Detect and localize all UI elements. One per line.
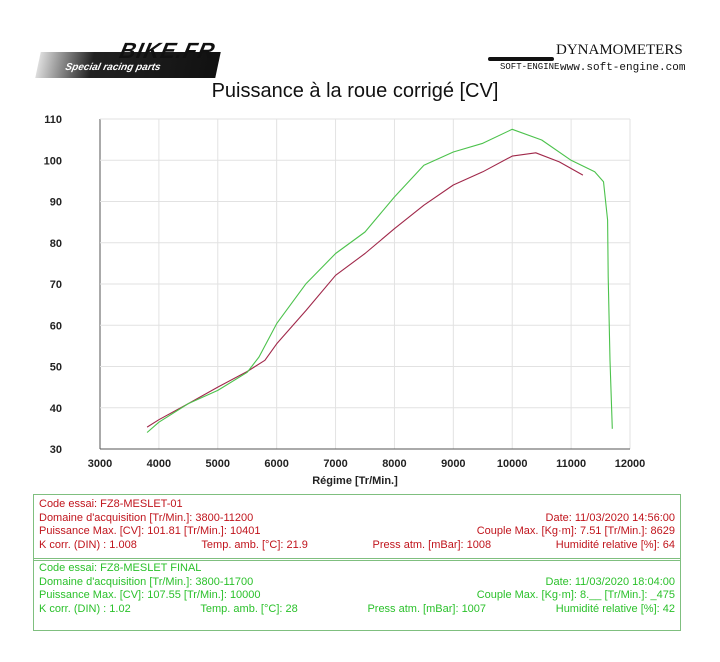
- run1-temp: Temp. amb. [°C]: 21.9: [201, 538, 308, 551]
- run1-domain: Domaine d'acquisition [Tr/Min.]: 3800-11…: [39, 511, 254, 524]
- x-tick-label: 3000: [88, 458, 112, 470]
- run1-pmax: Puissance Max. [CV]: 101.81 [Tr/Min.]: 1…: [39, 525, 261, 537]
- run2-kcorr: K corr. (DIN) : 1.02: [39, 602, 131, 615]
- x-tick-label: 11000: [556, 458, 586, 470]
- run1-info: Code essai: FZ8-MESLET-01 Domaine d'acqu…: [33, 494, 681, 561]
- logo-text: DYNAMOMETERS: [556, 42, 683, 58]
- y-tick-label: 30: [50, 444, 62, 456]
- x-axis-label: Régime [Tr/Min.]: [312, 475, 398, 487]
- logo-bar: [488, 57, 554, 61]
- y-tick-label: 90: [50, 197, 62, 209]
- run2-pmax: Puissance Max. [CV]: 107.55 [Tr/Min.]: 1…: [39, 589, 261, 601]
- run2-date: Date: 11/03/2020 18:04:00: [545, 575, 675, 588]
- y-tick-label: 110: [44, 114, 62, 126]
- logo-subtext: SOFT-ENGINE: [500, 62, 560, 72]
- chart-title: Puissance à la roue corrigé [CV]: [211, 80, 499, 102]
- y-tick-label: 50: [50, 362, 62, 374]
- logo-url: www.soft-engine.com: [560, 62, 686, 74]
- y-tick-label: 70: [50, 279, 62, 291]
- run2-hum: Humidité relative [%]: 42: [555, 602, 675, 615]
- x-tick-label: 6000: [264, 458, 288, 470]
- x-tick-label: 4000: [147, 458, 171, 470]
- run2-press: Press atm. [mBar]: 1007: [367, 602, 487, 615]
- x-tick-label: 12000: [615, 458, 646, 470]
- run2-temp: Temp. amb. [°C]: 28: [200, 602, 298, 615]
- series-line-2: [146, 128, 613, 433]
- run2-code: Code essai: FZ8-MESLET FINAL: [39, 562, 202, 574]
- run1-press: Press atm. [mBar]: 1008: [372, 538, 492, 551]
- run2-cmax: Couple Max. [Kg·m]: 8.__ [Tr/Min.]: _475: [476, 589, 675, 601]
- x-tick-label: 8000: [382, 458, 406, 470]
- run1-code: Code essai: FZ8-MESLET-01: [39, 498, 183, 510]
- power-chart: 3000 4000 5000 6000 7000 8000 9000 10000 11000 12…: [44, 114, 646, 487]
- series-line-1: [146, 152, 584, 428]
- y-tick-label: 100: [44, 155, 62, 167]
- y-tick-label: 40: [50, 403, 62, 415]
- x-tick-label: 10000: [497, 458, 528, 470]
- run2-info: Code essai: FZ8-MESLET FINAL Domaine d'a…: [33, 558, 681, 631]
- run1-cmax: Couple Max. [Kg·m]: 7.51 [Tr/Min.]: 8629: [476, 525, 675, 537]
- y-tick-label: 80: [50, 238, 62, 250]
- y-tick-label: 60: [50, 320, 62, 332]
- soft-engine-logo: DYNAMOMETERS SOFT-ENGINE www.soft-engine…: [488, 40, 688, 80]
- run1-date: Date: 11/03/2020 14:56:00: [545, 511, 675, 524]
- x-tick-label: 5000: [206, 458, 230, 470]
- run1-kcorr: K corr. (DIN) : 1.008: [39, 538, 137, 551]
- run1-hum: Humidité relative [%]: 64: [555, 538, 675, 551]
- x-tick-label: 9000: [441, 458, 465, 470]
- x-tick-label: 7000: [323, 458, 347, 470]
- run2-domain: Domaine d'acquisition [Tr/Min.]: 3800-11…: [39, 575, 254, 588]
